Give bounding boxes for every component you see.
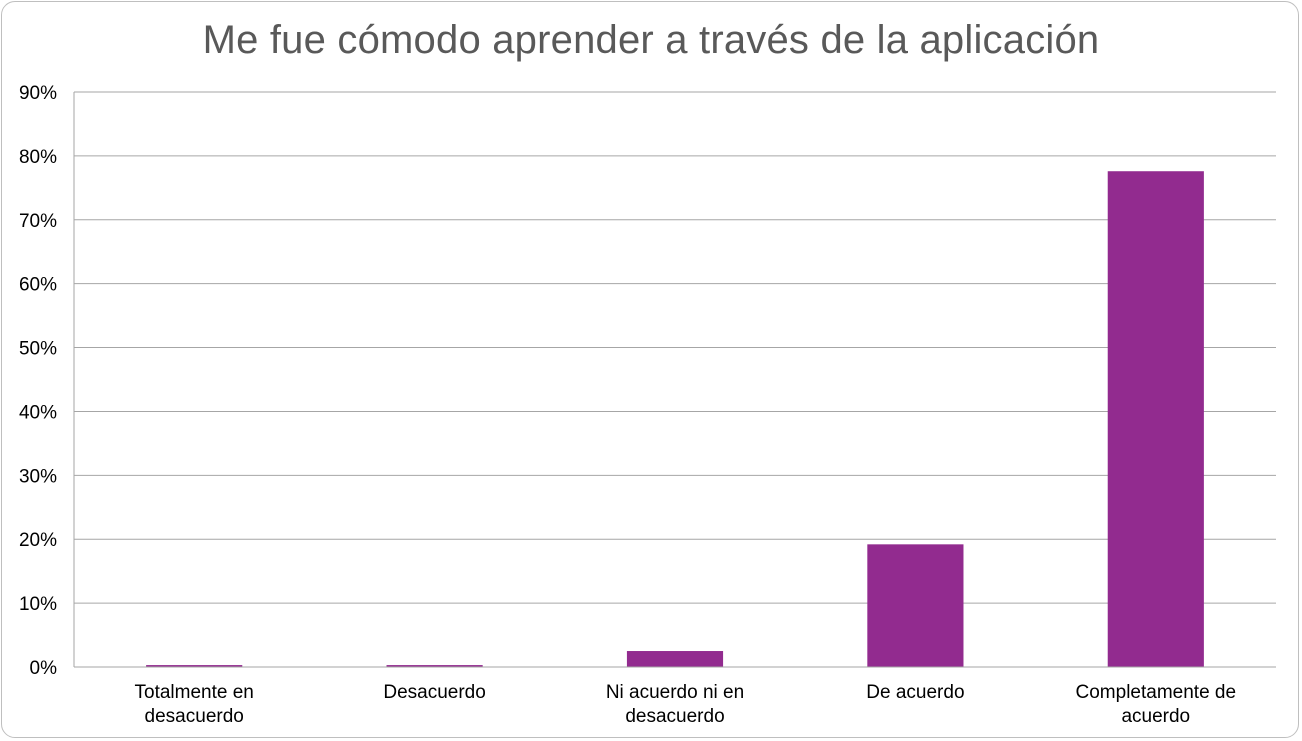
y-tick-label: 30% (19, 466, 57, 487)
x-tick-label: Desacuerdo (383, 682, 485, 703)
bar (386, 665, 483, 667)
chart-title: Me fue cómodo aprender a través de la ap… (202, 18, 1100, 62)
y-tick-label: 10% (19, 594, 57, 615)
y-tick-label: 70% (19, 211, 57, 232)
x-tick-label: Totalmente en desacuerdo (135, 682, 254, 727)
x-tick-label: Completamente de acuerdo (1076, 682, 1237, 727)
y-tick-label: 90% (19, 83, 57, 104)
y-tick-label: 40% (19, 402, 57, 423)
y-tick-label: 80% (19, 147, 57, 168)
bar (1107, 171, 1204, 667)
bar (146, 665, 243, 667)
bar (626, 651, 724, 667)
y-tick-label: 20% (19, 530, 57, 551)
y-tick-label: 0% (30, 658, 58, 679)
x-tick-label: Ni acuerdo ni en desacuerdo (606, 682, 744, 727)
y-tick-label: 60% (19, 275, 57, 296)
y-tick-label: 50% (19, 339, 57, 360)
x-tick-label: De acuerdo (866, 682, 964, 703)
bar (867, 544, 964, 667)
